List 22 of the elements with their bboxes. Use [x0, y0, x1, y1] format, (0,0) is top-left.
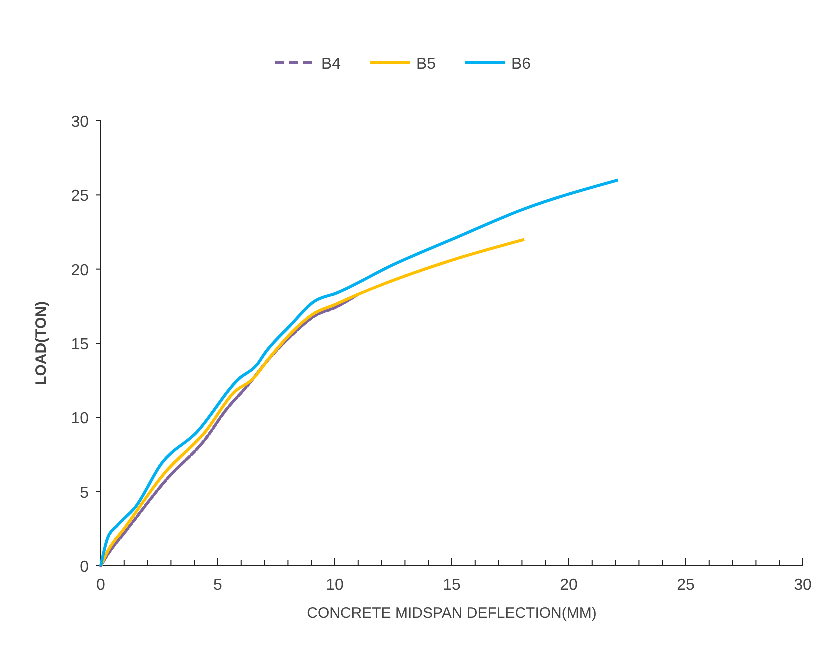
y-tick-label: 25	[71, 188, 90, 206]
legend-label: B6	[512, 56, 532, 73]
x-tick-label: 25	[677, 577, 695, 594]
y-tick-label: 30	[71, 114, 90, 131]
line-series	[100, 178, 620, 568]
y-tick-label: 5	[80, 484, 90, 502]
x-tick-label: 10	[326, 577, 344, 594]
line-series	[100, 238, 526, 568]
x-tick-label: 15	[443, 577, 461, 594]
line-series	[100, 293, 360, 568]
y-tick-label: 20	[71, 262, 90, 280]
x-axis-title: CONCRETE MIDSPAN DEFLECTION(MM)	[307, 605, 597, 622]
y-tick-label: 10	[71, 410, 90, 428]
x-tick-label: 5	[214, 577, 223, 594]
x-tick-label: 30	[794, 577, 812, 594]
x-tick-label: 0	[96, 577, 106, 594]
legend-label: B4	[322, 56, 342, 73]
legend-label: B5	[416, 56, 436, 73]
y-tick-label: 0	[80, 559, 90, 576]
y-tick-label: 15	[71, 336, 90, 354]
x-tick-label: 20	[560, 577, 578, 594]
y-axis-title: LOAD(TON)	[33, 302, 50, 386]
